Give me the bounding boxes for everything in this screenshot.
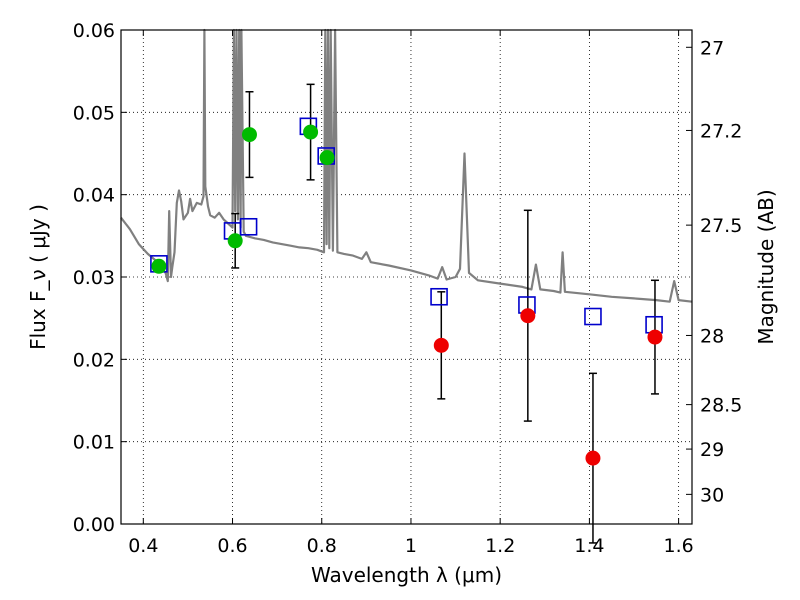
green-point xyxy=(227,233,243,249)
model-square xyxy=(239,217,258,236)
model-square xyxy=(584,307,602,326)
model-series xyxy=(150,117,663,334)
right-tick-label: 27.2 xyxy=(700,120,742,142)
red-point xyxy=(433,337,449,353)
y-tick-label: 0.04 xyxy=(73,185,115,207)
y-tick-label: 0.06 xyxy=(73,20,115,42)
right-axis-label: Magnitude (AB) xyxy=(754,189,778,344)
x-tick-label: 0.4 xyxy=(128,535,158,557)
y-tick-label: 0.05 xyxy=(73,102,115,124)
x-tick-label: 1.6 xyxy=(664,535,694,557)
y-tick-label: 0.01 xyxy=(73,432,115,454)
error-bars xyxy=(231,83,659,544)
observed-points xyxy=(151,124,663,466)
y-tick-label: 0.03 xyxy=(73,267,115,289)
right-tick-label: 27.5 xyxy=(700,215,742,237)
tick-labels: 0.4 0.6 0.8 1 1.2 1.4 1.6 0.00 0.01 0.02 0.03 0.04 0… xyxy=(73,20,743,557)
y-tick-label: 0.02 xyxy=(73,349,115,371)
grid xyxy=(121,30,692,524)
red-point xyxy=(585,450,601,466)
x-tick-label: 1.4 xyxy=(574,535,604,557)
y-tick-label: 0.00 xyxy=(73,514,115,536)
right-tick-label: 27 xyxy=(700,37,724,59)
spectrum-line xyxy=(120,28,693,303)
axis-ticks xyxy=(121,29,692,525)
right-tick-label: 29 xyxy=(700,439,724,461)
model-square xyxy=(430,287,448,306)
green-point xyxy=(241,127,257,143)
x-axis-label: Wavelength λ (μm) xyxy=(311,563,502,587)
x-tick-label: 0.6 xyxy=(217,535,247,557)
plot-frame xyxy=(120,29,693,525)
x-tick-label: 1.2 xyxy=(485,535,515,557)
y-axis-label: Flux F_ν ( μJy ) xyxy=(26,204,50,350)
x-tick-label: 0.8 xyxy=(307,535,337,557)
red-point xyxy=(647,329,663,345)
green-point xyxy=(151,258,167,274)
red-point xyxy=(520,308,536,324)
x-tick-label: 1 xyxy=(405,535,417,557)
right-tick-label: 28.5 xyxy=(700,395,742,417)
spectrum-series xyxy=(120,28,693,303)
right-tick-label: 30 xyxy=(700,484,724,506)
right-tick-label: 28 xyxy=(700,325,724,347)
green-point xyxy=(303,124,319,140)
green-point xyxy=(319,150,335,166)
